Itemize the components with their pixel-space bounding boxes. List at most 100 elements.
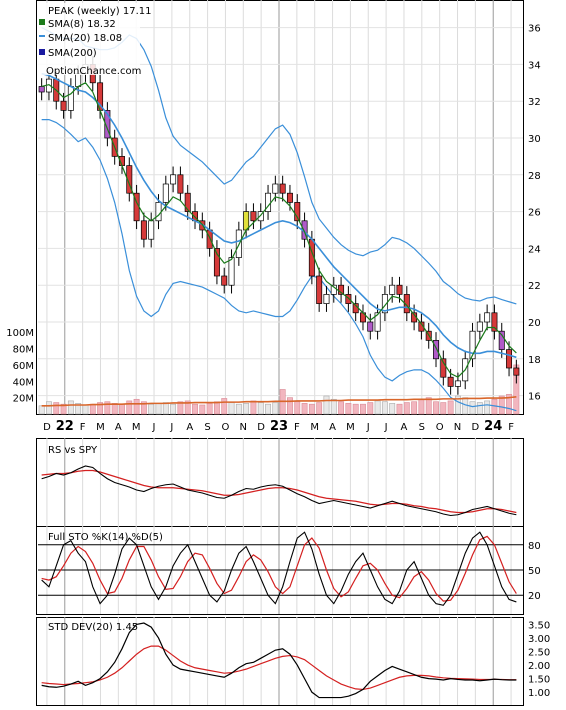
candle-body xyxy=(374,312,381,332)
std-tick-label: 3.00 xyxy=(528,634,550,645)
price-tick-label: 34 xyxy=(528,60,541,71)
legend-background xyxy=(38,3,140,75)
price-tick-label: 32 xyxy=(528,97,541,108)
candle-body xyxy=(345,294,352,304)
volume-bar xyxy=(323,395,330,415)
volume-bar xyxy=(140,401,147,415)
volume-bar xyxy=(221,398,228,415)
volume-bar xyxy=(469,401,476,415)
volume-bar xyxy=(381,401,388,415)
std-line xyxy=(41,622,517,699)
std-tick-label: 2.50 xyxy=(528,648,550,659)
volume-tick-label: 40M xyxy=(13,377,34,388)
volume-tick-label: 80M xyxy=(13,345,34,356)
volume-bar xyxy=(104,401,111,415)
candle-body xyxy=(257,211,264,222)
lines-layer xyxy=(41,72,517,699)
volume-bar xyxy=(213,401,220,415)
volume-bar xyxy=(82,404,89,415)
volume-bar xyxy=(126,400,133,415)
chart-title: PEAK (weekly) 17.11 xyxy=(48,6,152,17)
candle-body xyxy=(498,330,505,350)
x-month-label: O xyxy=(222,422,230,433)
candle-body xyxy=(38,86,45,93)
price-tick-label: 36 xyxy=(528,24,541,35)
volume-bar xyxy=(60,403,67,415)
candle-body xyxy=(206,229,213,249)
candle-body xyxy=(330,284,337,295)
candle-body xyxy=(155,202,162,222)
sma20-line xyxy=(41,72,517,359)
volume-bar xyxy=(440,402,447,415)
volume-bar xyxy=(330,398,337,415)
volume-bar xyxy=(184,400,191,415)
price-tick-label: 28 xyxy=(528,171,541,182)
price-tick-label: 18 xyxy=(528,355,541,366)
volume-bar xyxy=(199,404,206,415)
candle-body xyxy=(469,330,476,360)
legend-swatch-sma8 xyxy=(39,19,45,25)
candle-body xyxy=(140,220,147,240)
candle-body xyxy=(213,248,220,277)
x-month-label: M xyxy=(346,422,355,433)
candle-body xyxy=(323,294,330,304)
candle-body xyxy=(177,174,184,194)
candle-body xyxy=(491,312,498,332)
x-month-label: A xyxy=(401,422,408,433)
price-tick-label: 20 xyxy=(528,318,541,329)
legend-swatch-sma200 xyxy=(39,49,45,55)
volume-bar xyxy=(206,403,213,415)
candle-body xyxy=(279,183,286,194)
candle-body xyxy=(433,340,439,360)
volume-bar xyxy=(228,402,235,415)
volume-bar xyxy=(447,400,454,415)
x-month-label: M xyxy=(96,422,105,433)
volume-bar xyxy=(425,397,432,415)
candle-body xyxy=(381,294,388,314)
price-tick-label: 26 xyxy=(528,208,541,219)
legend-sma8: SMA(8) 18.32 xyxy=(48,19,116,30)
candle-body xyxy=(104,110,111,139)
volume-bar xyxy=(177,401,184,415)
ticks-layer: D 22 F M A M J J A S O N D 23 F M A M J J A S O N D 24 F3634323028… xyxy=(6,24,550,700)
x-month-label: F xyxy=(80,422,86,433)
volume-bar xyxy=(389,403,396,415)
candle-body xyxy=(316,275,323,304)
volume-bar xyxy=(170,403,177,415)
candle-body xyxy=(126,165,133,194)
volume-tick-label: 100M xyxy=(6,328,34,339)
legend-sma200: SMA(200) xyxy=(48,48,97,59)
candle-body xyxy=(294,202,301,222)
legend-sma20: SMA(20) 18.08 xyxy=(48,33,122,44)
candle-body xyxy=(506,349,513,369)
candle-body xyxy=(447,376,454,387)
volume-bar xyxy=(250,400,257,415)
x-month-label: D xyxy=(257,422,265,433)
sto-tick-label: 50 xyxy=(528,566,541,577)
std-tick-label: 2.00 xyxy=(528,661,550,672)
candle-body xyxy=(286,192,293,203)
candle-body xyxy=(338,284,345,295)
x-month-label: S xyxy=(419,422,425,433)
std-tick-label: 3.50 xyxy=(528,620,550,631)
candle-body xyxy=(170,174,177,185)
volume-bar xyxy=(498,395,505,415)
volume-bar xyxy=(367,402,374,415)
rs-line xyxy=(41,465,517,517)
volume-bar xyxy=(53,402,60,415)
price-legend: PEAK (weekly) 17.11 SMA(8) 18.32 SMA(20)… xyxy=(38,3,152,77)
volume-bar xyxy=(192,403,198,415)
x-month-label: S xyxy=(204,422,210,433)
price-tick-label: 30 xyxy=(528,134,541,145)
candle-body xyxy=(396,284,403,295)
volume-bar xyxy=(433,401,439,415)
volume-bar xyxy=(243,403,250,415)
volume-bar xyxy=(133,398,140,415)
candle-body xyxy=(476,321,483,332)
rs-average-line xyxy=(41,469,517,514)
grid-layer xyxy=(38,0,523,705)
volume-layer xyxy=(38,364,520,415)
volume-bar xyxy=(352,403,359,415)
x-month-label: D xyxy=(43,422,51,433)
candle-body xyxy=(243,211,250,231)
